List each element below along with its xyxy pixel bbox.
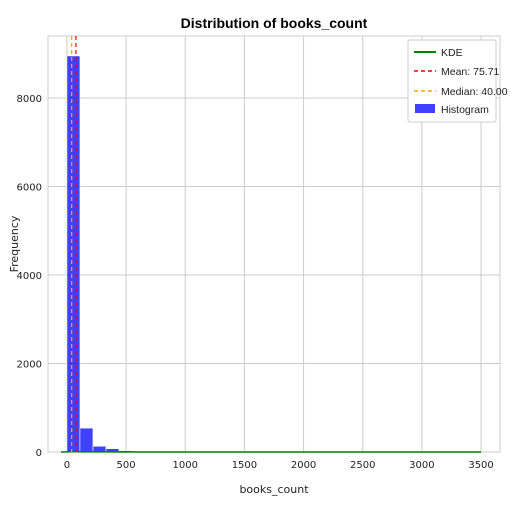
x-tick-label: 3500 <box>468 460 493 471</box>
chart-title: Distribution of books_count <box>181 15 368 31</box>
x-axis-label: books_count <box>239 483 309 496</box>
x-tick-label: 1000 <box>173 460 198 471</box>
x-tick-label: 1500 <box>232 460 257 471</box>
y-tick-label: 6000 <box>17 182 42 193</box>
histogram-bar <box>67 56 80 452</box>
histogram-bar <box>80 428 93 452</box>
y-axis-label: Frequency <box>8 215 21 272</box>
x-tick-label: 500 <box>117 460 136 471</box>
legend: KDE Mean: 75.71 Median: 40.00 Histogram <box>408 40 508 122</box>
x-tick-label: 3000 <box>409 460 434 471</box>
y-tick-label: 8000 <box>17 94 42 105</box>
y-tick-label: 0 <box>36 448 42 459</box>
legend-mean-label: Mean: 75.71 <box>441 66 500 78</box>
legend-median-label: Median: 40.00 <box>441 86 508 98</box>
x-tick-label: 2500 <box>350 460 375 471</box>
legend-histogram-swatch <box>415 104 435 113</box>
x-tick-label: 2000 <box>291 460 316 471</box>
x-tick-label: 0 <box>64 460 70 471</box>
y-tick-label: 2000 <box>17 359 42 370</box>
legend-histogram-label: Histogram <box>441 104 489 116</box>
legend-kde-label: KDE <box>441 47 463 59</box>
